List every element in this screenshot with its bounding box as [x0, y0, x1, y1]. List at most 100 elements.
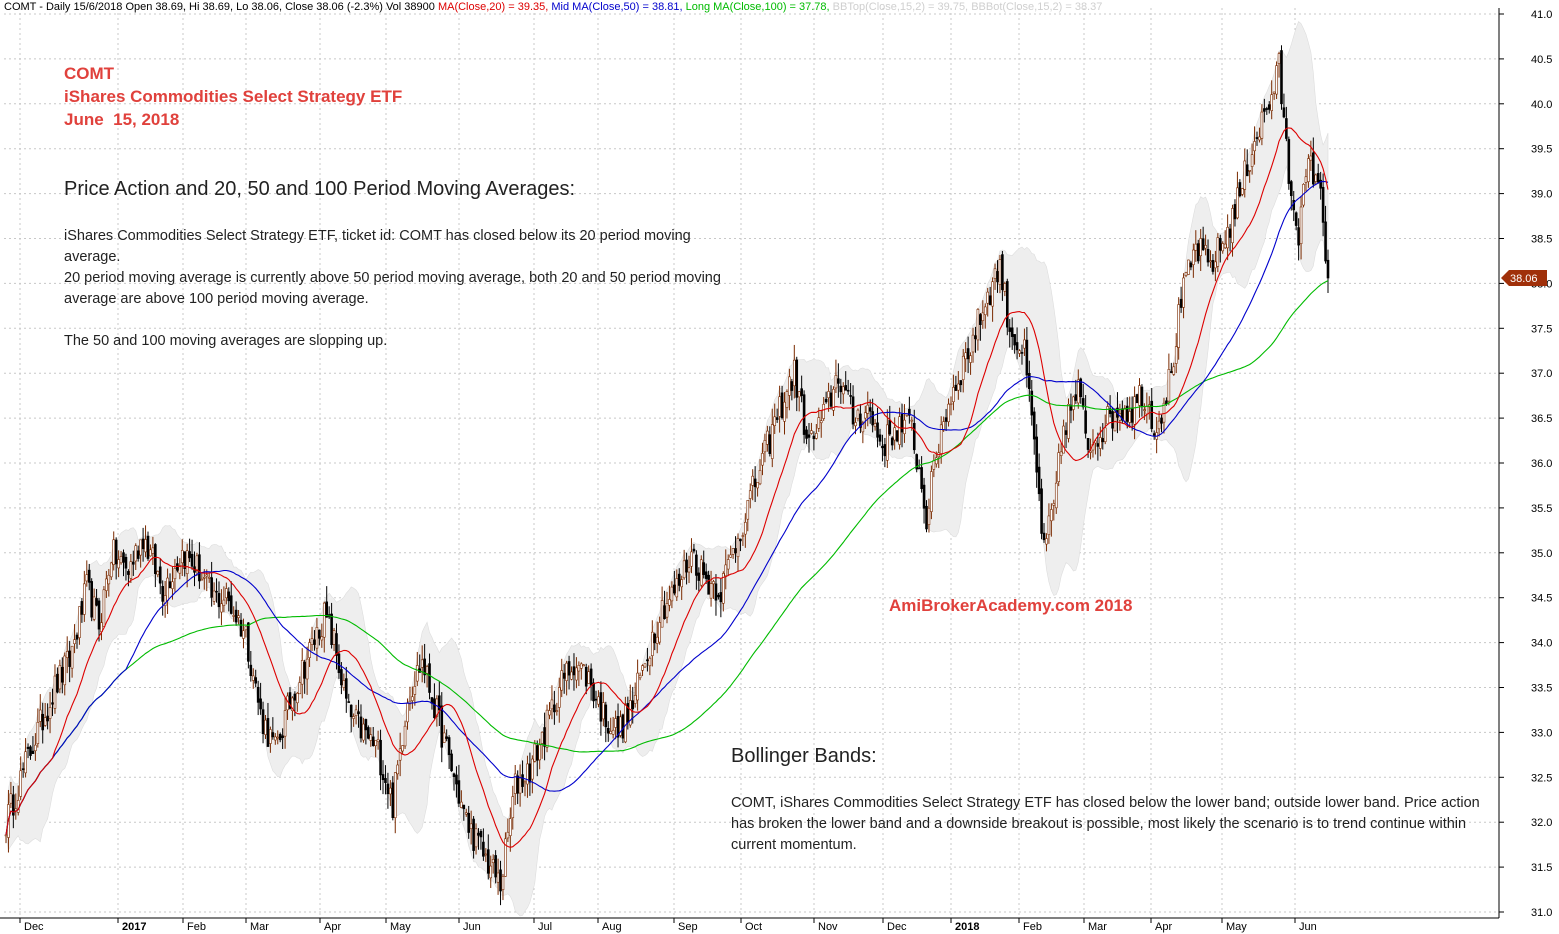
candle-body: [477, 832, 480, 836]
candle-body: [736, 538, 740, 558]
candle-body: [1064, 430, 1068, 435]
candle-body: [785, 391, 789, 408]
candle-body: [1248, 169, 1251, 172]
candle-body: [1250, 154, 1254, 167]
candle-body: [1125, 405, 1129, 422]
candle-body: [675, 578, 679, 598]
candle-body: [1177, 304, 1180, 348]
candle-body: [739, 538, 742, 542]
candle-body: [271, 732, 275, 738]
candle-body: [741, 535, 745, 537]
ma-para-1: iShares Commodities Select Strategy ETF,…: [64, 228, 691, 265]
candle-body: [80, 601, 84, 615]
candle-body: [1138, 385, 1141, 406]
candle-body: [340, 669, 343, 686]
candle-body: [969, 355, 972, 363]
candle-body: [97, 600, 101, 630]
brand-watermark: AmiBrokerAcademy.com 2018: [889, 596, 1133, 615]
candle-body: [1245, 164, 1249, 177]
y-tick-label: 38.5: [1531, 234, 1552, 246]
candle-body: [195, 555, 199, 572]
candle-body: [1282, 107, 1286, 118]
candle-body: [976, 309, 980, 341]
candle-body: [702, 562, 706, 575]
candle-body: [594, 698, 598, 701]
candle-body: [959, 380, 963, 386]
candle-body: [41, 713, 45, 731]
candle-body: [435, 698, 439, 717]
candle-body: [1255, 137, 1259, 139]
candle-body: [580, 663, 583, 669]
candle-body: [403, 725, 407, 747]
candle-body: [1253, 141, 1256, 152]
candle-body: [658, 622, 661, 643]
candle-body: [56, 673, 59, 693]
x-tick-label: 2017: [122, 921, 146, 933]
candle-body: [278, 733, 282, 741]
candle-body: [509, 818, 512, 836]
candle-body: [1162, 402, 1166, 423]
candle-body: [1321, 186, 1325, 223]
candle-body: [176, 563, 179, 571]
candle-body: [1023, 339, 1026, 349]
candle-body: [266, 718, 270, 747]
candle-body: [234, 609, 238, 623]
candle-body: [136, 550, 140, 559]
candle-body: [506, 831, 510, 839]
candle-body: [611, 729, 615, 735]
candle-body: [472, 818, 475, 851]
candle-body: [494, 855, 497, 878]
bollinger-band-area: [5, 20, 1329, 917]
candle-body: [540, 731, 544, 744]
candle-body: [849, 395, 852, 397]
candle-body: [834, 375, 838, 389]
candle-body: [261, 709, 265, 734]
candle-body: [215, 590, 218, 593]
candle-body: [927, 507, 931, 525]
candle-body: [1130, 407, 1134, 423]
y-tick-label: 39.5: [1531, 144, 1552, 156]
candle-body: [908, 408, 911, 416]
candle-body: [119, 556, 123, 564]
candle-body: [1079, 378, 1083, 398]
candle-body: [203, 576, 206, 579]
candle-body: [132, 561, 135, 565]
candle-body: [768, 434, 772, 454]
candle-body: [592, 682, 595, 702]
candle-body: [526, 763, 529, 785]
candle-body: [783, 401, 786, 422]
candle-body: [800, 388, 803, 396]
candle-body: [460, 801, 463, 808]
candle-body: [264, 719, 267, 735]
candle-body: [1316, 173, 1320, 183]
candle-body: [788, 376, 791, 396]
y-tick-label: 37.0: [1531, 368, 1552, 380]
candle-body: [890, 437, 894, 446]
y-tick-label: 32.5: [1531, 772, 1552, 784]
candle-body: [122, 552, 125, 563]
x-tick-label: Dec: [887, 921, 907, 933]
x-tick-label: Aug: [602, 921, 622, 933]
candle-body: [283, 710, 287, 737]
candle-body: [65, 651, 69, 658]
y-tick-label: 40.5: [1531, 54, 1552, 66]
candle-body: [225, 588, 228, 599]
candle-body: [1192, 249, 1195, 265]
y-tick-label: 35.5: [1531, 503, 1552, 515]
y-tick-label: 36.0: [1531, 458, 1552, 470]
y-tick-label: 36.5: [1531, 413, 1552, 425]
candle-body: [1265, 108, 1269, 110]
candle-body: [888, 419, 892, 435]
candle-body: [1005, 281, 1009, 328]
candle-body: [1287, 139, 1291, 184]
ma20-line: [5, 127, 1329, 848]
candle-body: [797, 391, 801, 398]
candle-body: [810, 430, 813, 434]
candle-body: [491, 859, 495, 863]
candle-body: [1263, 108, 1266, 112]
candle-body: [641, 665, 644, 671]
candle-body: [166, 577, 169, 601]
candle-body: [753, 478, 757, 488]
candle-body: [851, 396, 855, 425]
x-tick-label: Jun: [463, 921, 481, 933]
